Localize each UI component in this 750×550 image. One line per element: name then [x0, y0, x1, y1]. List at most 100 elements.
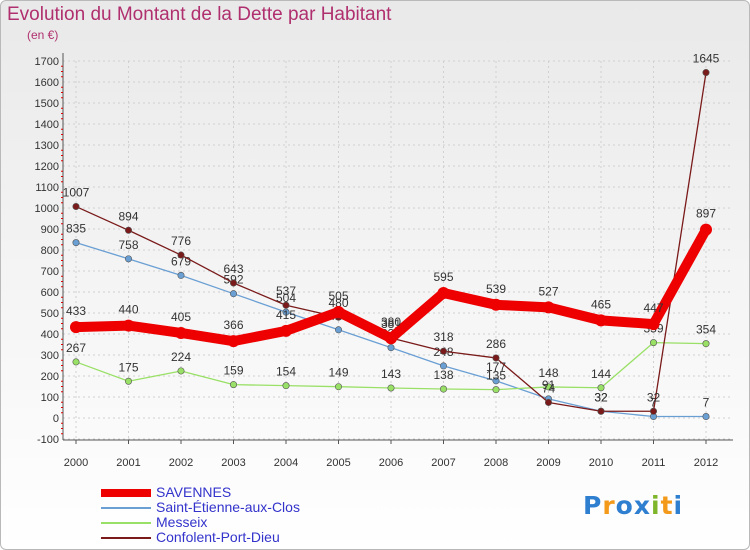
data-point [282, 308, 290, 316]
data-point [492, 386, 500, 394]
data-label: 318 [433, 330, 453, 344]
logo-letter: r [602, 491, 616, 520]
data-label: 159 [223, 364, 243, 378]
data-point [125, 255, 133, 263]
data-point [702, 69, 710, 77]
x-tick-label: 2010 [589, 457, 613, 469]
y-tick-label: 0 [53, 413, 59, 425]
y-tick-label: 400 [41, 329, 59, 341]
data-label: 897 [696, 207, 716, 221]
data-label: 447 [643, 301, 663, 315]
data-point [122, 319, 135, 332]
y-tick-label: 1600 [35, 77, 59, 89]
logo-letter: t [660, 491, 674, 520]
data-label: 643 [223, 262, 243, 276]
data-label: 32 [594, 390, 608, 404]
logo-letter: P [583, 491, 603, 520]
data-point [125, 226, 133, 234]
data-point [177, 271, 185, 279]
data-point [230, 279, 238, 287]
data-point [387, 344, 395, 352]
x-tick-label: 2002 [169, 457, 193, 469]
data-label: 148 [538, 366, 558, 380]
data-point [125, 377, 133, 385]
logo-letter: o [615, 491, 634, 520]
data-label: 835 [66, 222, 86, 236]
legend-label: Messeix [156, 514, 208, 530]
data-point [647, 318, 660, 331]
data-point [439, 362, 447, 370]
y-tick-label: 500 [41, 308, 59, 320]
data-label: 595 [433, 270, 453, 284]
data-label: 175 [118, 360, 138, 374]
logo-letter: i [651, 491, 661, 520]
legend-swatch [101, 489, 151, 497]
data-point [227, 335, 240, 348]
data-label: 144 [591, 367, 611, 381]
data-point [282, 301, 290, 309]
data-label: 177 [486, 360, 506, 374]
data-label: 505 [328, 289, 348, 303]
data-point [700, 223, 712, 236]
data-point [492, 377, 500, 385]
data-point [70, 321, 82, 334]
data-label: 138 [433, 368, 453, 382]
x-tick-label: 2011 [642, 457, 666, 469]
x-tick-label: 2000 [64, 457, 88, 469]
legend-swatch [101, 537, 151, 539]
data-label: 504 [276, 291, 296, 305]
data-label: 894 [118, 209, 138, 223]
data-label: 286 [486, 337, 506, 351]
data-point [595, 314, 607, 327]
data-label: 149 [328, 366, 348, 380]
legend-label: Confolent-Port-Dieu [156, 529, 280, 545]
logo-letter: i [673, 491, 684, 520]
x-tick-label: 2003 [221, 457, 245, 469]
data-point [334, 326, 342, 334]
proxiti-logo: Proxiti [583, 491, 683, 520]
data-point [597, 407, 605, 415]
legend-swatch [101, 522, 151, 524]
data-point [597, 384, 605, 392]
data-label: 7 [703, 396, 710, 410]
data-point [439, 385, 447, 393]
y-tick-label: 1500 [35, 98, 59, 110]
data-label: 32 [594, 390, 608, 404]
x-tick-label: 2008 [484, 457, 508, 469]
legend-swatch [101, 507, 151, 509]
chart-subtitle: (en €) [27, 28, 59, 42]
data-label: 154 [276, 365, 296, 379]
x-tick-label: 2007 [431, 457, 455, 469]
data-label: 440 [118, 303, 138, 317]
data-label: 143 [381, 367, 401, 381]
data-label: 539 [486, 282, 506, 296]
x-tick-label: 2012 [694, 457, 718, 469]
data-point [542, 301, 555, 314]
y-tick-label: 900 [41, 224, 59, 236]
data-point [332, 305, 345, 318]
y-tick-label: 1100 [35, 182, 59, 194]
y-tick-label: 1400 [35, 119, 59, 131]
legend-label: Saint-Étienne-aux-Clos [156, 499, 300, 515]
data-point [177, 251, 185, 259]
data-point [385, 332, 397, 345]
y-tick-label: 100 [41, 392, 59, 404]
data-label: 7 [650, 396, 657, 410]
data-point [702, 340, 710, 348]
data-label: 366 [223, 318, 243, 332]
x-tick-label: 2001 [116, 457, 140, 469]
data-point [649, 339, 657, 347]
data-label: 1645 [693, 52, 720, 66]
data-label: 480 [328, 296, 348, 310]
data-label: 354 [696, 323, 716, 337]
x-tick-label: 2009 [536, 457, 560, 469]
data-label: 465 [591, 297, 611, 311]
y-tick-label: 1000 [35, 203, 59, 215]
y-tick-label: -100 [37, 434, 59, 446]
data-label: 537 [276, 284, 296, 298]
data-point [437, 287, 450, 300]
data-point [490, 298, 502, 311]
data-point [492, 354, 500, 362]
